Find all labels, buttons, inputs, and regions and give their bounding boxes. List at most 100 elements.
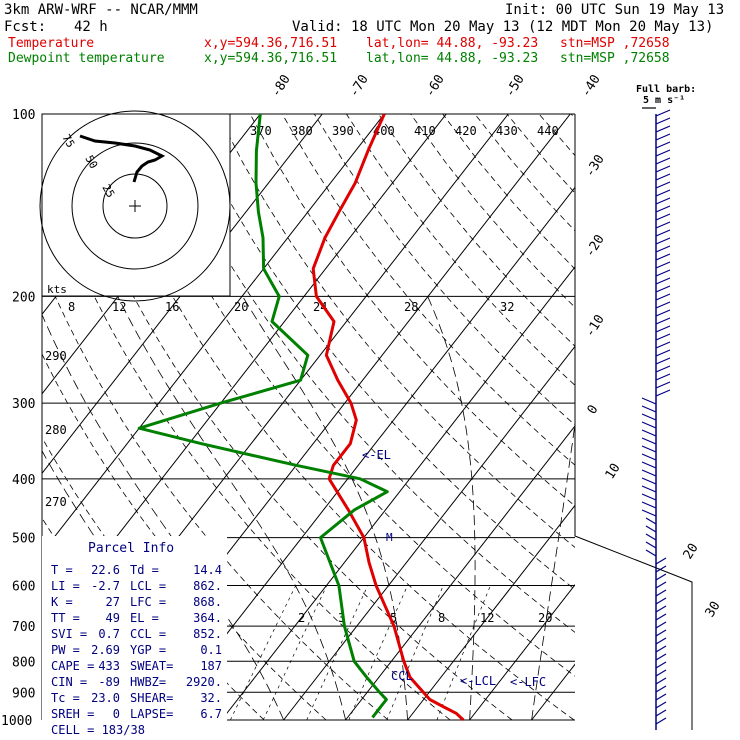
hodograph-ring: [39, 110, 231, 302]
wind-barb: [655, 685, 667, 693]
wind-barb: [655, 333, 671, 341]
right-frame-step: [574, 480, 693, 730]
isotherm-line: [594, 114, 740, 720]
wind-barb: [645, 541, 657, 549]
dry-adiabat-line: [442, 114, 575, 270]
wind-barb: [655, 357, 671, 365]
theta-label: 410: [414, 124, 436, 138]
temperature-axis-label: -70: [347, 72, 372, 100]
wind-barb: [655, 613, 667, 621]
wind-barb: [655, 573, 667, 581]
pressure-label: 1000: [1, 714, 32, 729]
wind-barb: [655, 565, 667, 573]
wind-barb: [655, 597, 667, 605]
wind-barb: [655, 173, 671, 181]
wind-barb: [655, 325, 671, 333]
pressure-label: 800: [12, 655, 35, 670]
wind-barb: [655, 693, 667, 701]
temperature-axis-label: 0: [585, 403, 602, 418]
mixing-ratio-low-label: 20: [538, 611, 552, 625]
wind-barb: [655, 701, 667, 709]
wind-barb: [655, 109, 671, 117]
wind-barb: [641, 445, 657, 453]
wind-barb: [655, 301, 671, 309]
wind-barb: [655, 341, 671, 349]
wind-barb: [655, 261, 671, 269]
wind-barb: [655, 637, 667, 645]
temperature-xy: x,y=594.36,716.51: [204, 36, 338, 51]
model-title: 3km ARW-WRF -- NCAR/MMM: [4, 2, 198, 18]
hodograph-ring: [71, 142, 199, 270]
isotherm-line: [0, 114, 12, 720]
wind-barb: [641, 485, 657, 493]
isotherm-line: [407, 504, 575, 721]
wind-barb: [655, 349, 671, 357]
wind-barb: [641, 421, 657, 429]
moist-adiabat-line: [531, 420, 575, 721]
wind-barb: [641, 493, 657, 501]
mixing-ratio-label: 20: [234, 300, 248, 314]
wind-barb: [641, 405, 657, 413]
wind-barb: [641, 509, 657, 517]
wind-barb: [655, 661, 667, 669]
theta-e-label: 270: [45, 495, 67, 509]
mixing-ratio-low-label: 5: [390, 611, 397, 625]
pressure-label: 500: [12, 532, 35, 547]
wind-barb: [641, 469, 657, 477]
hodograph-ring-label: 25: [99, 182, 117, 200]
wind-barb: [655, 677, 667, 685]
theta-e-label: 290: [45, 349, 67, 363]
mixing-ratio-label: 8: [68, 300, 75, 314]
wind-barb: [655, 381, 671, 389]
wind-barb: [655, 309, 671, 317]
sounding-series: [137, 114, 465, 722]
hodograph-ring-label: 75: [59, 132, 77, 150]
dewpoint-latlon: lat,lon= 44.88, -93.23: [366, 51, 539, 66]
wind-barb: [655, 669, 667, 677]
wind-barb: [655, 277, 671, 285]
temperature-station: stn=MSP ,72658: [560, 36, 670, 51]
theta-e-label: 280: [45, 423, 67, 437]
pressure-label: 400: [12, 473, 35, 488]
hodograph-ring-label: 50: [82, 153, 100, 171]
theta-label: 370: [250, 124, 272, 138]
mixing-ratio-line: [306, 585, 369, 721]
wind-barb: [655, 645, 667, 653]
temperature-axis-label: 10: [603, 461, 624, 482]
temperature-axis-label: -30: [583, 152, 608, 180]
dewpoint-xy: x,y=594.36,716.51: [204, 51, 338, 66]
isotherm-line: [469, 584, 575, 721]
moist-adiabat-line: [427, 296, 476, 721]
wind-barb: [655, 205, 671, 213]
valid-time: Valid: 18 UTC Mon 20 May 13 (12 MDT Mon …: [292, 19, 714, 35]
dry-adiabat-line: [57, 114, 513, 721]
temperature-line: [311, 114, 465, 722]
dry-adiabat-line: [346, 114, 575, 386]
temperature-axis-label: -80: [269, 72, 294, 100]
dry-adiabat-line: [281, 114, 575, 466]
isotherm-line: [159, 186, 575, 721]
wind-barb: [641, 413, 657, 421]
lfc-annotation: <-LFC: [510, 675, 546, 689]
temperature-axis-label: 30: [703, 599, 724, 620]
wind-barb: [655, 165, 671, 173]
mixing-ratio-low-label: 3: [338, 611, 345, 625]
isotherm-line: [283, 345, 575, 721]
wind-barb: [645, 549, 657, 557]
wind-barb: [655, 557, 667, 565]
forecast-hour: 42 h: [74, 19, 108, 35]
wind-barb: [655, 317, 671, 325]
wind-barb: [655, 581, 667, 589]
wind-barb: [655, 229, 671, 237]
wind-barb: [655, 157, 671, 165]
pressure-label: 300: [12, 397, 35, 412]
dry-adiabat-line: [185, 114, 575, 591]
dewpoint-station: stn=MSP ,72658: [560, 51, 670, 66]
wind-barb: [655, 365, 671, 373]
mixing-ratio-low-label: 2: [298, 611, 305, 625]
wind-barb: [655, 269, 671, 277]
pressure-label: 100: [12, 108, 35, 123]
ccl-annotation: CCL: [391, 669, 413, 683]
wind-barb: [655, 181, 671, 189]
isotherm-line: [42, 114, 323, 475]
